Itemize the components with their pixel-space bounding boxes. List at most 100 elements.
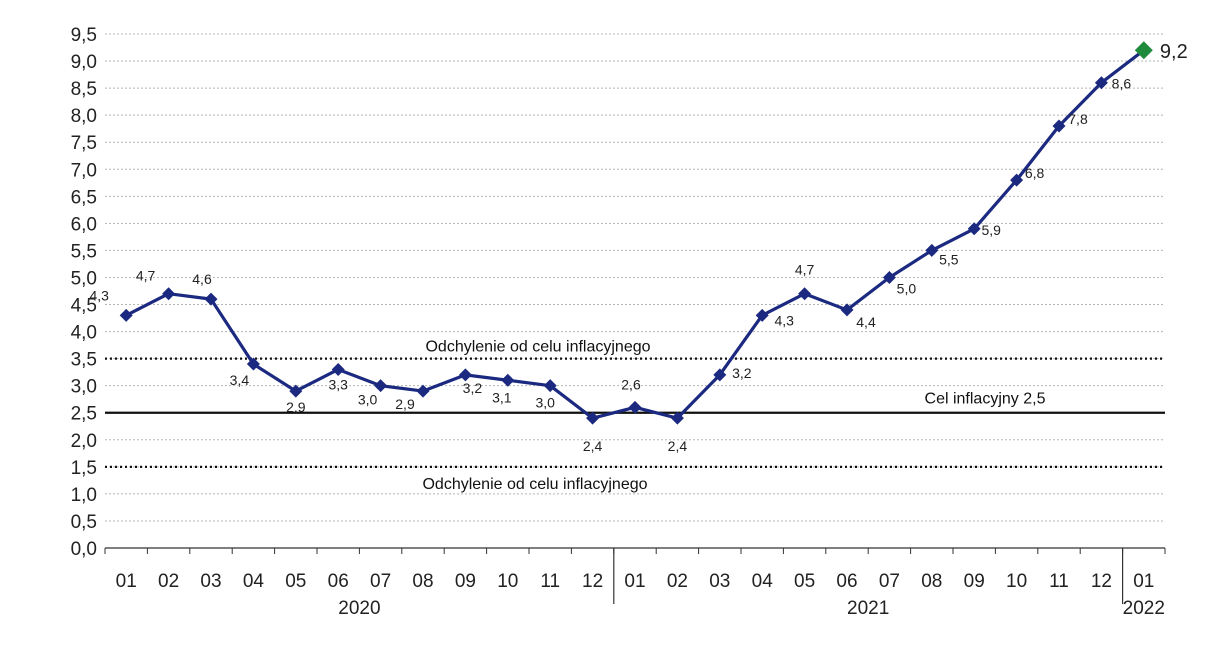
data-point bbox=[501, 373, 515, 387]
data-label: 4,6 bbox=[192, 271, 212, 287]
data-label: 5,5 bbox=[939, 251, 959, 267]
x-tick-label: 11 bbox=[540, 571, 560, 592]
x-tick-label: 05 bbox=[285, 571, 306, 592]
x-tick-label: 04 bbox=[243, 571, 265, 592]
data-point bbox=[331, 362, 345, 376]
x-tick-label: 05 bbox=[794, 571, 815, 592]
x-tick-label: 03 bbox=[709, 571, 730, 592]
data-label: 4,3 bbox=[89, 287, 109, 303]
y-tick-label: 6,5 bbox=[71, 187, 97, 208]
y-tick-label: 2,5 bbox=[71, 404, 97, 425]
data-label: 5,9 bbox=[981, 222, 1001, 238]
y-tick-label: 3,5 bbox=[71, 350, 97, 371]
data-point bbox=[162, 287, 176, 301]
data-point bbox=[755, 308, 769, 322]
data-label: 2,9 bbox=[286, 399, 306, 415]
y-tick-label: 7,5 bbox=[71, 133, 97, 154]
series-cpi bbox=[119, 41, 1153, 425]
data-point bbox=[713, 368, 727, 382]
x-tick-label: 06 bbox=[328, 571, 349, 592]
data-point bbox=[628, 400, 642, 414]
x-tick-label: 12 bbox=[1091, 571, 1112, 592]
x-tick-label: 04 bbox=[752, 571, 774, 592]
x-tick-label: 01 bbox=[624, 571, 645, 592]
data-point bbox=[374, 379, 388, 393]
latest-data-point bbox=[1134, 41, 1153, 60]
data-label: 2,6 bbox=[621, 376, 641, 392]
data-label: 4,7 bbox=[136, 268, 156, 284]
data-label: 5,0 bbox=[897, 280, 917, 296]
data-point bbox=[925, 243, 939, 257]
data-label: 4,4 bbox=[856, 314, 876, 330]
y-axis: 0,0 0,5 1,0 1,5 2,0 2,5 3,0 3,5 4,0 4,5 5,0 5,5 6,0 6… bbox=[71, 25, 97, 560]
data-point bbox=[586, 411, 600, 425]
x-tick-label: 02 bbox=[158, 571, 179, 592]
y-tick-label: 3,0 bbox=[71, 377, 97, 398]
data-label: 6,8 bbox=[1025, 165, 1045, 181]
x-tick-label: 02 bbox=[667, 571, 688, 592]
year-label: 2020 bbox=[338, 598, 380, 619]
data-point bbox=[882, 270, 896, 284]
x-tick-label: 01 bbox=[1133, 571, 1154, 592]
data-label: 8,6 bbox=[1112, 76, 1132, 92]
y-tick-label: 0,0 bbox=[71, 539, 97, 560]
x-tick-label: 01 bbox=[116, 571, 137, 592]
data-label: 2,4 bbox=[583, 438, 603, 454]
data-point bbox=[670, 411, 684, 425]
data-label: 7,8 bbox=[1068, 111, 1088, 127]
data-label: 4,3 bbox=[774, 312, 794, 328]
x-tick-label: 09 bbox=[964, 571, 985, 592]
data-point bbox=[458, 368, 472, 382]
y-tick-label: 7,0 bbox=[71, 160, 97, 181]
data-point bbox=[289, 384, 303, 398]
data-label: 9,2 bbox=[1160, 41, 1188, 63]
data-point bbox=[1010, 173, 1024, 187]
y-tick-label: 8,0 bbox=[71, 106, 97, 127]
reference-line-label: Odchylenie od celu inflacyjnego bbox=[422, 476, 647, 493]
data-point bbox=[798, 287, 812, 301]
x-tick-label: 10 bbox=[497, 571, 518, 592]
data-point bbox=[967, 222, 981, 236]
data-point bbox=[840, 303, 854, 317]
data-label: 3,1 bbox=[492, 389, 512, 405]
gridlines bbox=[105, 33, 1165, 522]
y-tick-label: 4,0 bbox=[71, 323, 97, 344]
x-tick-label: 10 bbox=[1006, 571, 1027, 592]
y-tick-label: 9,0 bbox=[71, 52, 97, 73]
data-labels: 4,3 4,7 4,6 3,4 2,9 3,3 3,0 2,9 3,2 3,1 3,0 2,4 2,6 2… bbox=[89, 41, 1187, 454]
data-point bbox=[246, 357, 260, 371]
x-tick-label: 07 bbox=[879, 571, 900, 592]
reference-line-label: Cel inflacyjny 2,5 bbox=[925, 391, 1046, 408]
x-tick-label: 09 bbox=[455, 571, 476, 592]
x-tick-label: 08 bbox=[412, 571, 433, 592]
y-tick-label: 0,5 bbox=[71, 512, 97, 533]
year-label: 2021 bbox=[847, 598, 889, 619]
y-tick-label: 6,0 bbox=[71, 214, 97, 235]
x-tick-label: 07 bbox=[370, 571, 391, 592]
data-label: 3,0 bbox=[358, 392, 378, 408]
data-label: 3,4 bbox=[230, 372, 250, 388]
data-point bbox=[543, 379, 557, 393]
data-point bbox=[204, 292, 218, 306]
x-tick-label: 12 bbox=[582, 571, 603, 592]
x-axis: 01 02 03 04 05 06 07 08 09 10 11 12 01 02 03 04 05 06 07 08… bbox=[104, 547, 1166, 619]
year-label: 2022 bbox=[1123, 598, 1165, 619]
x-tick-label: 08 bbox=[921, 571, 942, 592]
data-point bbox=[1094, 76, 1108, 90]
x-tick-label: 06 bbox=[836, 571, 857, 592]
y-tick-label: 9,5 bbox=[71, 25, 97, 46]
data-point bbox=[119, 308, 133, 322]
data-point bbox=[1052, 119, 1066, 133]
data-label: 2,9 bbox=[395, 396, 415, 412]
y-tick-label: 5,0 bbox=[71, 268, 97, 289]
x-tick-label: 11 bbox=[1049, 571, 1069, 592]
y-tick-label: 1,0 bbox=[71, 485, 97, 506]
y-tick-label: 8,5 bbox=[71, 79, 97, 100]
data-label: 3,2 bbox=[463, 380, 483, 396]
y-tick-label: 1,5 bbox=[71, 458, 97, 479]
reference-lines: Odchylenie od celu inflacyjnego Cel infla… bbox=[105, 339, 1165, 493]
data-label: 2,4 bbox=[668, 438, 688, 454]
y-tick-label: 2,0 bbox=[71, 431, 97, 452]
x-tick-label: 03 bbox=[200, 571, 221, 592]
